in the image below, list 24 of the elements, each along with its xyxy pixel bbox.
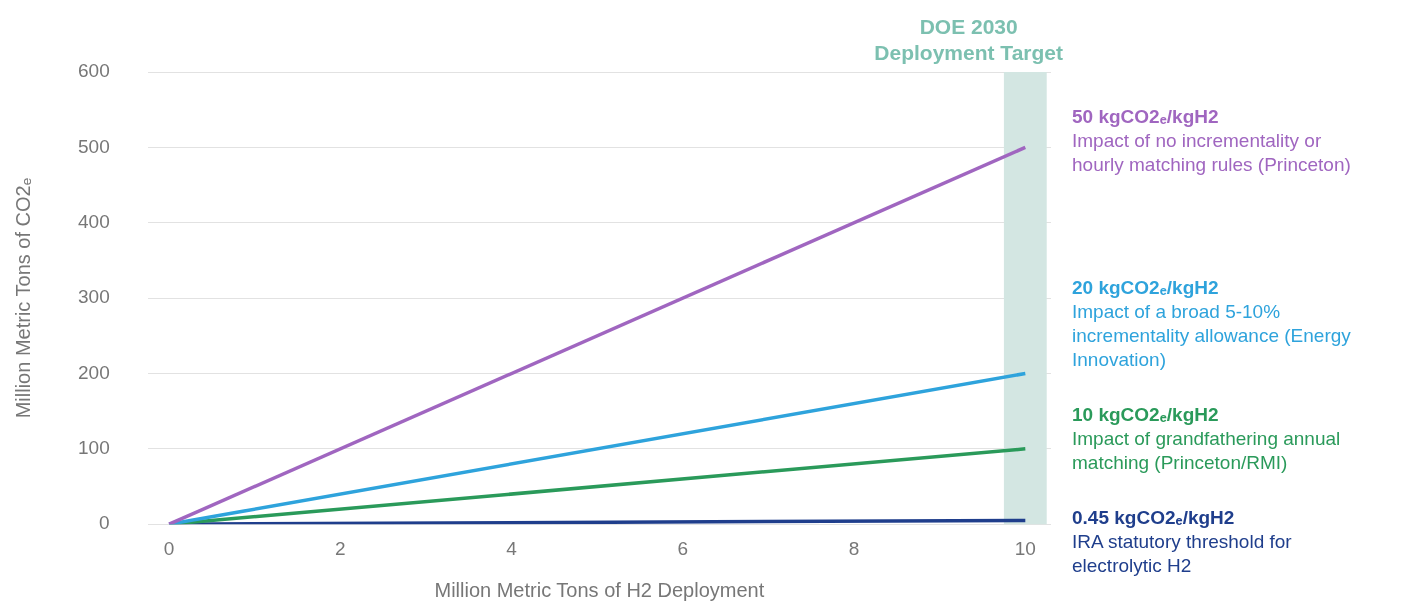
x-axis-title: Million Metric Tons of H2 Deployment	[434, 578, 765, 601]
text: Impact of grandfathering annual matching (Princeton/RMI)	[1072, 428, 1341, 473]
text: Impact of no incrementality or hourly matching rules (Princeton)	[1072, 130, 1351, 175]
text: IRA statutory threshold for electrolytic H2	[1072, 531, 1292, 576]
y-tick-label: 0	[99, 512, 110, 534]
x-tick-label: 8	[848, 537, 860, 559]
text: 20 kgCO2ₑ/kgH2	[1072, 276, 1220, 300]
text: Impact of a broad 5-10% incrementality allowance (Energy Innovation)	[1072, 301, 1351, 370]
text: 50 kgCO2ₑ/kgH2	[1072, 105, 1220, 129]
x-tick-label: 10	[1014, 537, 1036, 559]
y-tick-label: 600	[78, 60, 110, 82]
x-tick-label: 2	[335, 537, 346, 559]
text: 0.45 kgCO2ₑ/kgH2	[1072, 506, 1236, 530]
y-tick-label: 500	[78, 135, 110, 157]
text: 10 kgCO2ₑ/kgH2	[1072, 403, 1220, 427]
x-tick-label: 6	[677, 537, 689, 559]
y-tick-label: 200	[78, 361, 110, 383]
y-axis-title: Million Metric Tons of CO2ₑ	[11, 177, 34, 419]
y-tick-label: 300	[78, 286, 110, 308]
y-tick-label: 400	[78, 210, 110, 232]
x-tick-label: 0	[163, 537, 175, 559]
x-tick-label: 4	[506, 537, 518, 559]
band-label: DOE 2030 Deployment Target	[874, 15, 1064, 64]
y-tick-label: 100	[78, 437, 110, 459]
